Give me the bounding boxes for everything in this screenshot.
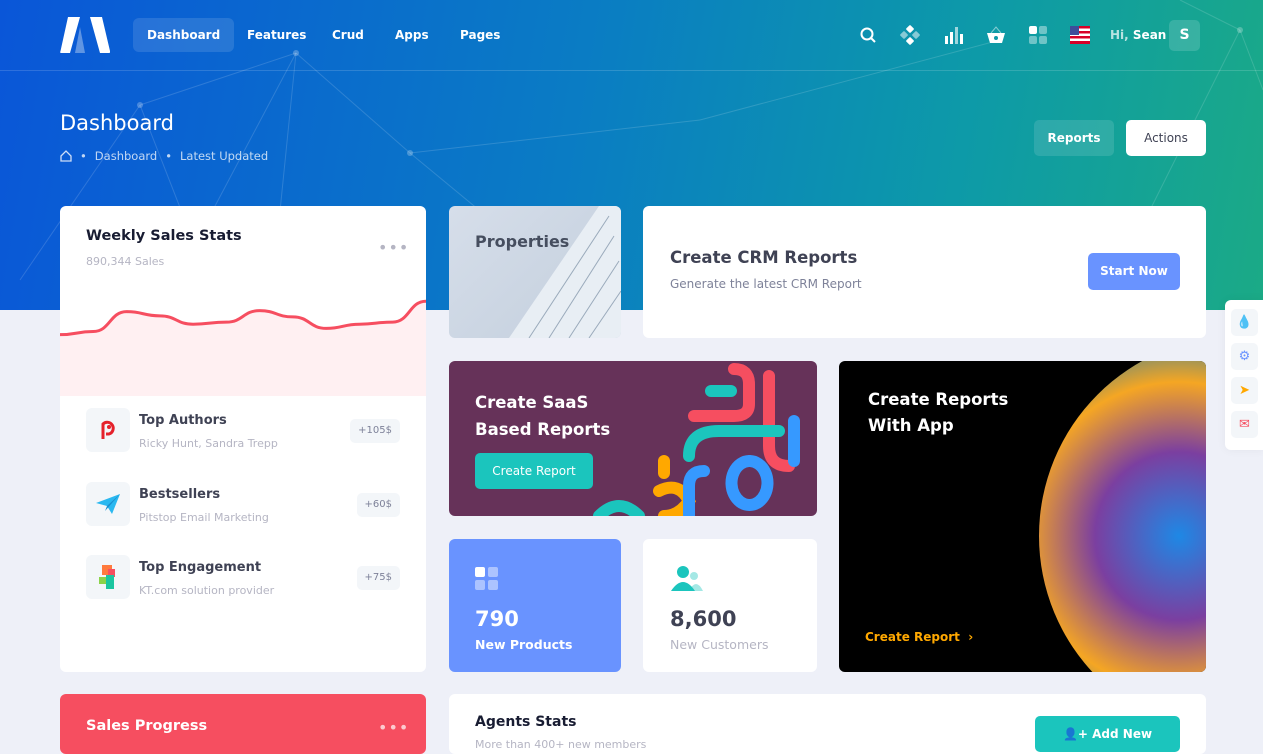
agents-stats-card: Agents Stats More than 400+ new members … xyxy=(449,694,1206,754)
actions-button[interactable]: Actions xyxy=(1126,120,1206,156)
weekly-sales-card: Weekly Sales Stats 890,344 Sales ••• Top… xyxy=(60,206,426,672)
drop-icon[interactable]: 💧 xyxy=(1231,309,1258,336)
user-name: Sean xyxy=(1132,28,1167,42)
sparkline-line xyxy=(60,299,426,337)
create-report-link-label: Create Report xyxy=(865,630,960,644)
app-report-card: Create Reports With App Create Report › xyxy=(839,361,1206,672)
list-item-icon xyxy=(86,555,130,599)
agents-title: Agents Stats xyxy=(475,714,577,730)
start-now-button[interactable]: Start Now xyxy=(1088,253,1180,290)
sales-progress-card: Sales Progress ••• xyxy=(60,694,426,754)
breadcrumb: • Dashboard • Latest Updated xyxy=(60,149,268,163)
agents-subtitle: More than 400+ new members xyxy=(475,738,647,751)
list-item-badge: +75$ xyxy=(356,566,400,590)
customers-label: New Customers xyxy=(670,637,769,652)
header-divider xyxy=(0,70,1263,71)
page-title: Dashboard xyxy=(60,111,174,135)
create-report-button[interactable]: Create Report xyxy=(475,453,593,489)
apps-icon[interactable] xyxy=(1027,24,1049,46)
customers-value: 8,600 xyxy=(670,607,737,631)
list-item-badge: +105$ xyxy=(350,419,400,443)
crm-subtitle: Generate the latest CRM Report xyxy=(670,277,862,291)
app-title-line2: With App xyxy=(868,416,954,435)
saas-title-line1: Create SaaS xyxy=(475,393,589,412)
us-flag-icon[interactable] xyxy=(1069,24,1091,46)
list-item-title: Top Authors xyxy=(139,413,227,428)
nav-crud[interactable]: Crud xyxy=(332,28,364,42)
list-item-icon xyxy=(86,481,130,526)
puzzle-icon xyxy=(99,565,115,589)
products-label: New Products xyxy=(475,637,573,652)
sales-progress-title: Sales Progress xyxy=(86,718,208,734)
user-greeting[interactable]: Hi, Sean xyxy=(1110,28,1166,42)
side-toolbar: 💧 ⚙ ➤ ✉ xyxy=(1225,300,1263,450)
paper-plane-icon xyxy=(96,493,120,514)
app-title: Create Reports With App xyxy=(868,387,1008,439)
more-menu-icon[interactable]: ••• xyxy=(378,718,410,737)
nav-dashboard[interactable]: Dashboard xyxy=(133,18,235,52)
saas-card: Create SaaS Based Reports Create Report xyxy=(449,361,817,516)
sparkline-chart xyxy=(60,299,426,396)
nav-features[interactable]: Features xyxy=(247,28,307,42)
p-logo-icon xyxy=(101,420,115,439)
list-item-subtitle: Ricky Hunt, Sandra Trepp xyxy=(139,437,278,450)
weekly-title: Weekly Sales Stats xyxy=(86,228,242,244)
crm-card: Create CRM Reports Generate the latest C… xyxy=(643,206,1206,338)
list-item-subtitle: Pitstop Email Marketing xyxy=(139,510,269,524)
properties-card[interactable]: Properties xyxy=(449,206,621,338)
layers-icon[interactable] xyxy=(899,24,921,46)
network-background xyxy=(19,0,1263,310)
search-icon[interactable] xyxy=(857,24,879,46)
list-item-title: Bestsellers xyxy=(139,486,221,502)
add-user-icon: 👤+ xyxy=(1062,727,1093,741)
home-icon[interactable] xyxy=(60,150,72,162)
list-item-subtitle: KT.com solution provider xyxy=(139,584,275,597)
building-image xyxy=(509,206,621,338)
planet-image xyxy=(1039,361,1206,672)
breadcrumb-dashboard[interactable]: Dashboard xyxy=(94,149,158,163)
chart-icon[interactable] xyxy=(942,24,964,46)
weekly-subtitle: 890,344 Sales xyxy=(86,255,165,268)
reports-button[interactable]: Reports xyxy=(1034,120,1114,156)
saas-title-line2: Based Reports xyxy=(475,420,611,439)
properties-title: Properties xyxy=(475,232,570,251)
crm-title: Create CRM Reports xyxy=(670,248,858,267)
greeting-label: Hi, xyxy=(1110,28,1129,42)
arrow-right-icon: › xyxy=(964,630,974,644)
logo[interactable] xyxy=(60,17,110,53)
paper-plane-icon[interactable]: ➤ xyxy=(1231,377,1258,404)
list-item-icon xyxy=(86,408,130,452)
breadcrumb-latest[interactable]: Latest Updated xyxy=(180,149,269,163)
chat-icon[interactable]: ✉ xyxy=(1231,411,1258,438)
avatar[interactable]: S xyxy=(1169,20,1200,51)
users-icon xyxy=(671,566,703,591)
nav-apps[interactable]: Apps xyxy=(395,28,429,42)
more-menu-icon[interactable]: ••• xyxy=(378,238,410,257)
new-customers-card: 8,600 New Customers xyxy=(643,539,817,672)
app-title-line1: Create Reports xyxy=(868,390,1009,409)
list-item-title: Top Engagement xyxy=(139,560,262,575)
apps-icon xyxy=(475,567,498,590)
create-report-link[interactable]: Create Report › xyxy=(865,630,973,644)
nav-pages[interactable]: Pages xyxy=(460,28,501,42)
new-products-card: 790 New Products xyxy=(449,539,621,672)
basket-icon[interactable] xyxy=(985,24,1007,46)
add-new-member-button[interactable]: 👤+ Add New Member xyxy=(1035,716,1180,752)
list-item-badge: +60$ xyxy=(356,492,400,517)
saas-decoration xyxy=(593,363,800,516)
sparkline-area xyxy=(60,301,426,396)
add-new-member-label: Add New Member xyxy=(1092,727,1153,741)
gear-icon[interactable]: ⚙ xyxy=(1231,343,1258,370)
saas-title: Create SaaS Based Reports xyxy=(475,389,610,443)
products-value: 790 xyxy=(475,607,519,631)
